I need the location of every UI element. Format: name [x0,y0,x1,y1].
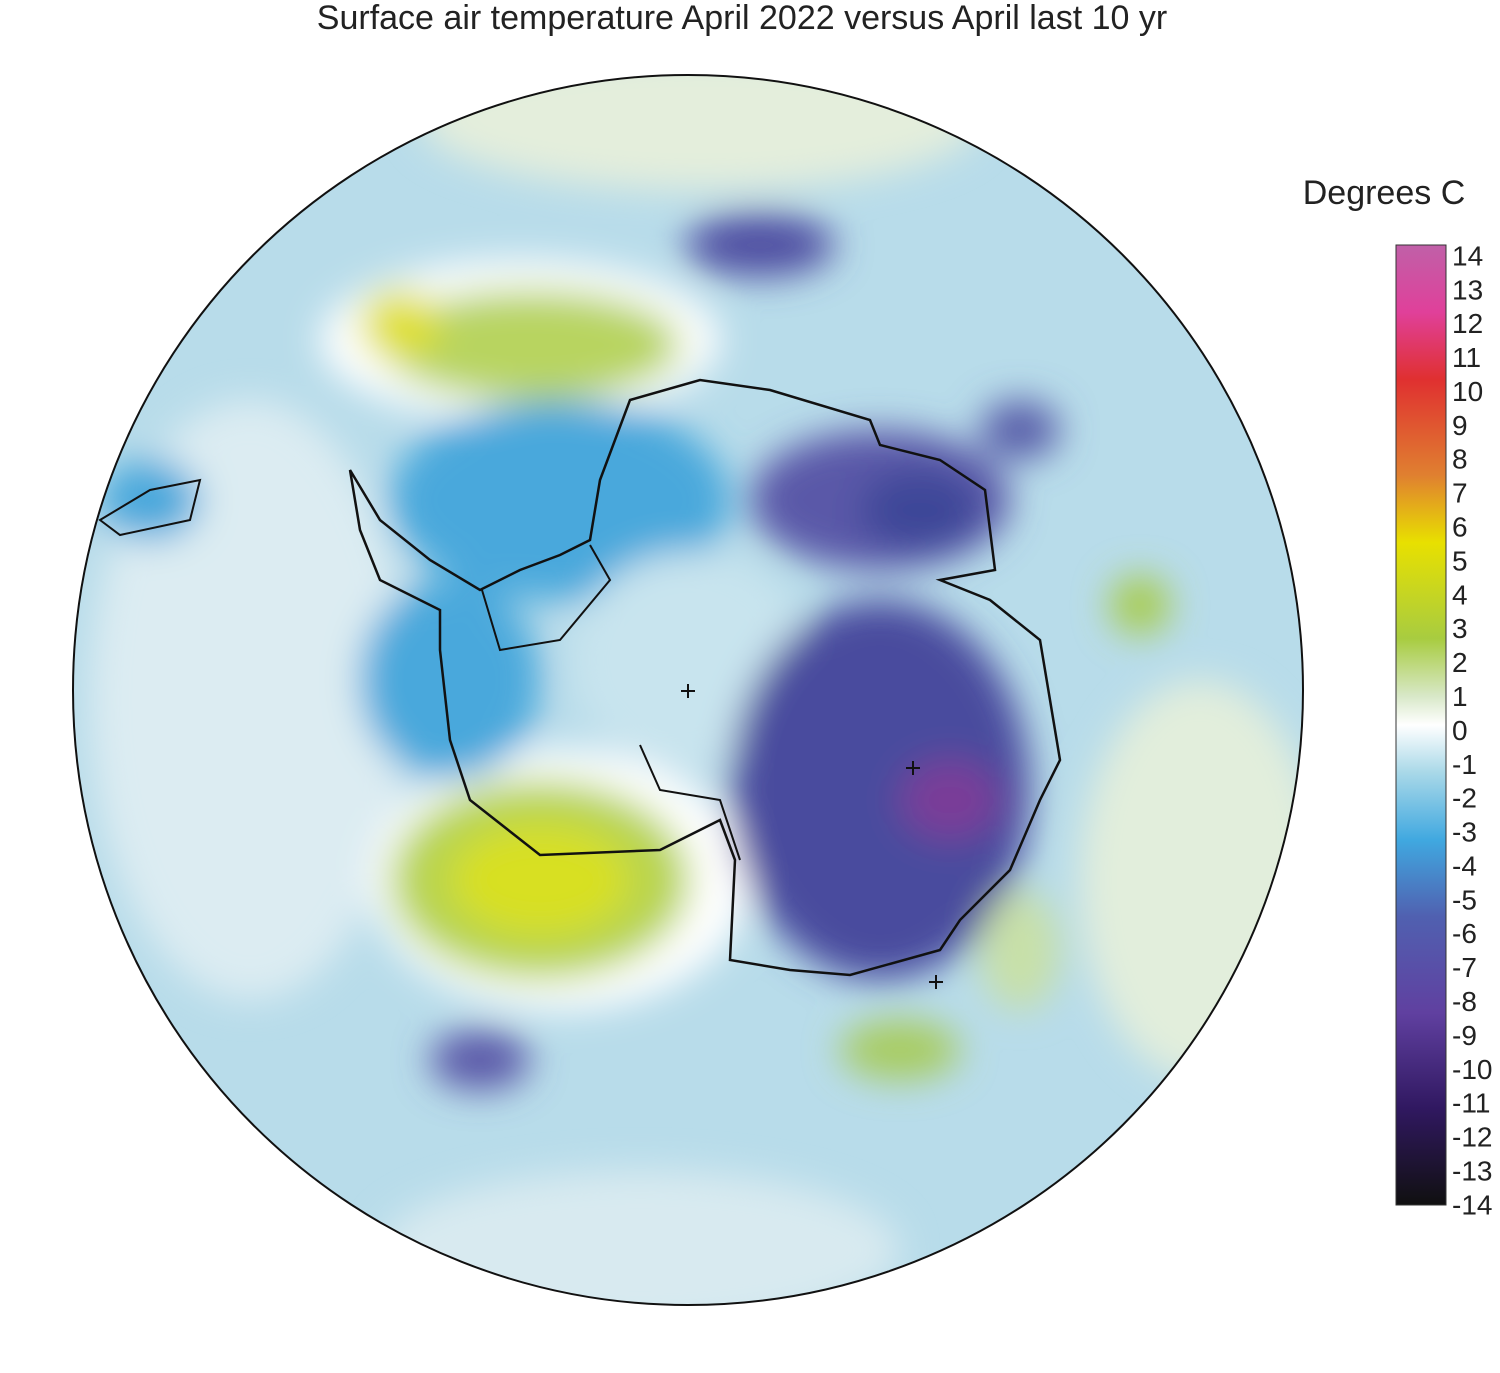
colorbar-tick-label: 1 [1452,681,1468,712]
station-markers [681,684,943,989]
colorbar-label: Degrees C [1303,174,1466,212]
colorbar-tick-label: -11 [1452,1088,1490,1119]
colorbar-tick-label: -5 [1452,884,1477,915]
colorbar-tick-label: -7 [1452,952,1477,983]
colorbar-tick-label: 6 [1452,512,1468,543]
colorbar-tick-label: -4 [1452,850,1477,881]
coastline [98,478,202,537]
colorbar-tick-label: -12 [1452,1122,1492,1153]
colorbar-tick-label: 5 [1452,545,1468,576]
ice-shelf [481,544,612,652]
colorbar-tick-label: 11 [1452,342,1481,373]
title: Surface air temperature April 2022 versu… [317,0,1167,37]
map-boundary [72,74,1304,1306]
colorbar-tick-label: 2 [1452,647,1468,678]
colorbar-tick-label: -10 [1452,1054,1492,1085]
colorbar-tick-label: -8 [1452,986,1477,1017]
colorbar-tick-label: 7 [1452,478,1468,509]
colorbar-tick-label: -6 [1452,918,1477,949]
colorbar-tick-label: 14 [1452,240,1483,271]
colorbar-tick-label: 4 [1452,579,1468,610]
colorbar [1395,244,1447,1206]
colorbar-tick-label: 9 [1452,410,1468,441]
colorbar-tick-label: 10 [1452,376,1483,407]
colorbar-tick-label: 8 [1452,444,1468,475]
colorbar-tick-label: 0 [1452,715,1468,746]
colorbar-tick-label: 3 [1452,613,1468,644]
colorbar-tick-label: -1 [1452,749,1477,780]
colorbar-tick-label: 12 [1452,308,1483,339]
colorbar-tick-label: -14 [1452,1189,1492,1220]
colorbar-tick-label: -9 [1452,1020,1477,1051]
coastline [348,378,1062,977]
ice-shelf [639,744,741,861]
colorbar-tick-label: -2 [1452,783,1477,814]
colorbar-tick-label: -13 [1452,1155,1492,1186]
colorbar-tick-label: 13 [1452,274,1483,305]
colorbar-tick-label: -3 [1452,817,1477,848]
